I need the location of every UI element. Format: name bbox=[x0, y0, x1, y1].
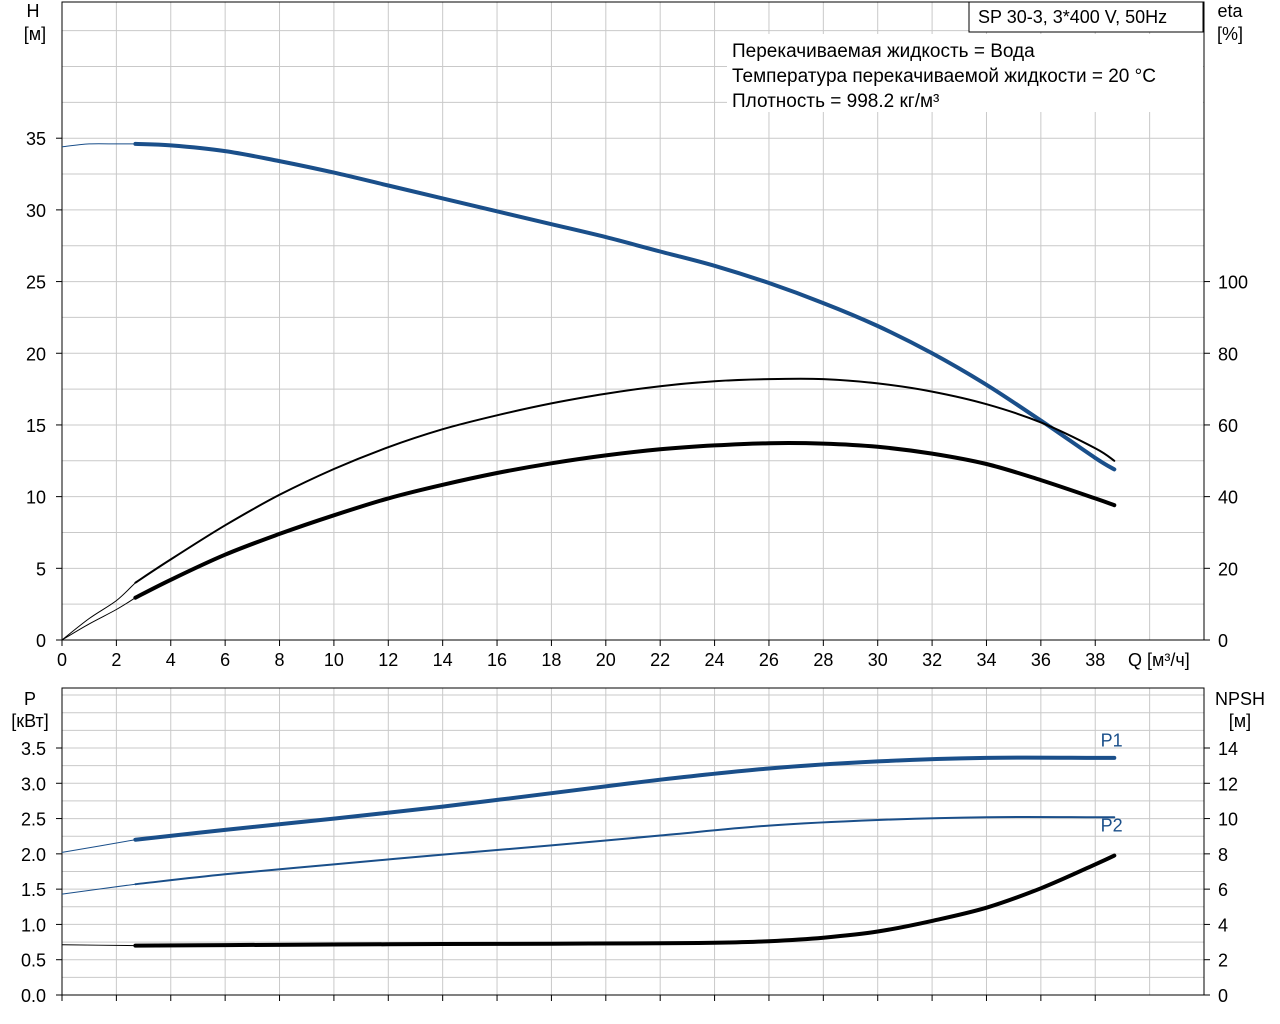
bottom-left-tick-label: 1.0 bbox=[21, 915, 46, 935]
bottom-series-0-extension bbox=[61, 839, 136, 853]
chart-title: SP 30-3, 3*400 V, 50Hz bbox=[978, 7, 1167, 27]
series-label-p2: P2 bbox=[1101, 815, 1123, 835]
top-tick-labels: 0 2 4 6 8 10 12 14 16 18 20 22 24 26 28 30 32 34 36 3805101… bbox=[26, 129, 1248, 670]
top-left-tick-label: 10 bbox=[26, 488, 46, 508]
x-tick-label: 18 bbox=[541, 650, 561, 670]
top-right-axis-label-line1: eta bbox=[1217, 1, 1243, 21]
bottom-grid bbox=[61, 688, 1205, 996]
bottom-right-tick-label: 0 bbox=[1218, 986, 1228, 1006]
top-right-axis-label-line2: [%] bbox=[1217, 24, 1243, 44]
top-right-tick-label: 40 bbox=[1218, 488, 1238, 508]
top-series-1-curve bbox=[134, 377, 1116, 584]
bottom-left-tick-label: 2.0 bbox=[21, 845, 46, 865]
x-tick-label: 32 bbox=[922, 650, 942, 670]
x-tick-label: 16 bbox=[487, 650, 507, 670]
top-series-1-extension bbox=[61, 582, 136, 641]
x-tick-label: 28 bbox=[813, 650, 833, 670]
x-tick-label: 6 bbox=[220, 650, 230, 670]
top-right-tick-label: 20 bbox=[1218, 559, 1238, 579]
bottom-right-tick-label: 10 bbox=[1218, 810, 1238, 830]
top-right-tick-label: 100 bbox=[1218, 273, 1248, 293]
bottom-series-0-curve bbox=[133, 755, 1117, 842]
x-tick-label: 30 bbox=[868, 650, 888, 670]
bottom-series-group: P1 P2 bbox=[61, 731, 1123, 948]
top-left-tick-label: 20 bbox=[26, 344, 46, 364]
bottom-left-axis-label-line2: [кВт] bbox=[11, 711, 49, 731]
x-tick-label: 2 bbox=[111, 650, 121, 670]
top-left-axis-label-line2: [м] bbox=[24, 24, 46, 44]
top-series-2-curve bbox=[133, 441, 1117, 600]
bottom-series-2-extension bbox=[61, 944, 136, 947]
bottom-left-tick-label: 3.5 bbox=[21, 739, 46, 759]
bottom-left-tick-label: 2.5 bbox=[21, 810, 46, 830]
bottom-left-tick-label: 3.0 bbox=[21, 774, 46, 794]
bottom-left-tick-label: 0.0 bbox=[21, 986, 46, 1006]
x-tick-label: 8 bbox=[275, 650, 285, 670]
x-tick-label: 4 bbox=[166, 650, 176, 670]
x-tick-label: 38 bbox=[1085, 650, 1105, 670]
annotation-temperature: Температура перекачиваемой жидкости = 20… bbox=[732, 66, 1156, 87]
bottom-left-tick-label: 1.5 bbox=[21, 880, 46, 900]
bottom-right-tick-label: 12 bbox=[1218, 774, 1238, 794]
x-tick-label: 14 bbox=[433, 650, 453, 670]
chart-title-box bbox=[968, 1, 1204, 33]
bottom-right-tick-label: 2 bbox=[1218, 951, 1228, 971]
top-left-tick-label: 30 bbox=[26, 201, 46, 221]
bottom-right-tick-label: 6 bbox=[1218, 880, 1228, 900]
annotation-fluid: Перекачиваемая жидкость = Вода bbox=[732, 41, 1035, 62]
top-right-tick-label: 80 bbox=[1218, 344, 1238, 364]
bottom-series-1-curve bbox=[134, 815, 1116, 886]
x-tick-label: 0 bbox=[57, 650, 67, 670]
bottom-series-1-extension bbox=[61, 883, 136, 895]
top-series-0-curve bbox=[133, 141, 1117, 472]
series-label-p1: P1 bbox=[1101, 731, 1123, 751]
x-tick-label: 24 bbox=[705, 650, 725, 670]
x-axis-label: Q [м³/ч] bbox=[1128, 650, 1190, 670]
top-series-2-extension bbox=[61, 597, 136, 641]
top-left-tick-label: 15 bbox=[26, 416, 46, 436]
top-right-tick-label: 0 bbox=[1218, 631, 1228, 651]
head-efficiency-chart: 0 2 4 6 8 10 12 14 16 18 20 22 24 26 28 30 32 34 36 3805101… bbox=[24, 1, 1248, 670]
x-tick-label: 34 bbox=[976, 650, 996, 670]
bottom-plot-frame bbox=[61, 687, 1205, 996]
bottom-left-tick-label: 0.5 bbox=[21, 951, 46, 971]
x-tick-label: 10 bbox=[324, 650, 344, 670]
power-npsh-chart: P1 P2 0.0 0.5 1.0 1.5 2.0 2.5 3.0 3.5 0 2 4 6 8 10 12 14… bbox=[11, 687, 1265, 1006]
bottom-tick-labels: 0.0 0.5 1.0 1.5 2.0 2.5 3.0 3.5 0 2 4 6 8 10 12 14 bbox=[21, 739, 1238, 1006]
top-right-tick-label: 60 bbox=[1218, 416, 1238, 436]
x-tick-label: 22 bbox=[650, 650, 670, 670]
top-left-tick-label: 5 bbox=[36, 559, 46, 579]
bottom-right-tick-label: 4 bbox=[1218, 915, 1228, 935]
x-tick-label: 26 bbox=[759, 650, 779, 670]
x-tick-label: 20 bbox=[596, 650, 616, 670]
top-left-tick-label: 25 bbox=[26, 273, 46, 293]
bottom-right-tick-label: 14 bbox=[1218, 739, 1238, 759]
bottom-right-axis-label-line1: NPSH bbox=[1215, 689, 1265, 709]
x-tick-label: 12 bbox=[378, 650, 398, 670]
x-tick-label: 36 bbox=[1031, 650, 1051, 670]
top-series-group bbox=[61, 141, 1117, 641]
bottom-right-tick-label: 8 bbox=[1218, 845, 1228, 865]
top-series-0-extension bbox=[61, 143, 136, 148]
annotation-box bbox=[727, 34, 1203, 112]
bottom-left-axis-label-line1: P bbox=[24, 689, 36, 709]
bottom-series-2-curve bbox=[133, 853, 1117, 948]
top-left-tick-label: 0 bbox=[36, 631, 46, 651]
top-left-tick-label: 35 bbox=[26, 129, 46, 149]
annotation-density: Плотность = 998.2 кг/м³ bbox=[732, 91, 939, 112]
top-plot-frame bbox=[61, 1, 1205, 641]
bottom-right-axis-label-line2: [м] bbox=[1229, 711, 1251, 731]
top-left-axis-label-line1: H bbox=[27, 1, 40, 21]
